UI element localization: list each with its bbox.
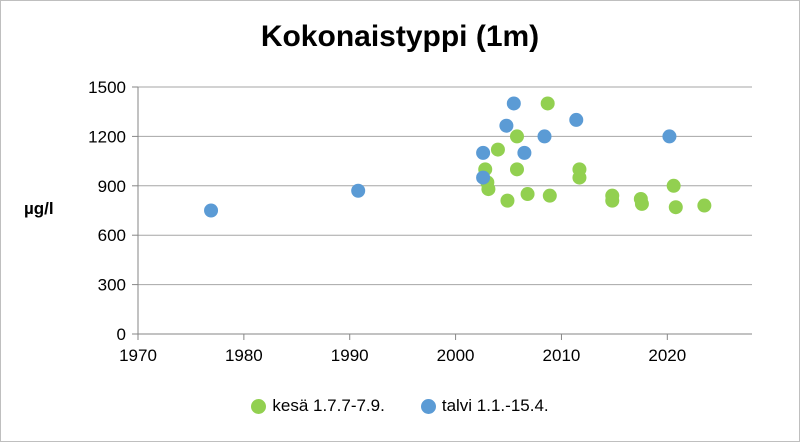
x-tick-label: 1990: [331, 346, 369, 365]
data-point-winter: [662, 129, 677, 144]
data-point-winter: [476, 170, 491, 185]
legend-item-summer: kesä 1.7.7-7.9.: [251, 396, 385, 416]
data-point-summer: [605, 193, 620, 208]
x-tick-label: 1970: [119, 346, 157, 365]
data-point-summer: [666, 178, 681, 193]
y-tick-label: 600: [98, 226, 126, 245]
data-point-summer: [509, 129, 524, 144]
x-tick-label: 2000: [437, 346, 475, 365]
data-point-summer: [542, 188, 557, 203]
data-point-summer: [481, 182, 496, 197]
data-point-summer: [500, 193, 515, 208]
data-point-summer: [668, 200, 683, 215]
data-point-summer: [490, 142, 505, 157]
legend-label-winter: talvi 1.1.-15.4.: [441, 396, 549, 415]
data-point-summer: [540, 96, 555, 111]
data-point-winter: [476, 145, 491, 160]
y-tick-label: 300: [98, 276, 126, 295]
data-point-summer: [572, 170, 587, 185]
y-axis-label: µg/l: [24, 199, 54, 218]
y-tick-label: 0: [117, 325, 126, 344]
y-tick-label: 1200: [88, 127, 126, 146]
chart-legend: kesä 1.7.7-7.9. talvi 1.1.-15.4.: [0, 396, 800, 416]
x-tick-label: 1980: [225, 346, 263, 365]
chart-title: Kokonaistyppi (1m): [260, 20, 540, 53]
data-point-winter: [499, 118, 514, 133]
data-point-winter: [517, 145, 532, 160]
y-tick-label: 1500: [88, 78, 126, 97]
data-point-winter: [204, 203, 219, 218]
legend-item-winter: talvi 1.1.-15.4.: [420, 396, 549, 416]
data-point-winter: [569, 112, 584, 127]
data-point-winter: [506, 96, 521, 111]
x-tick-label: 2010: [543, 346, 581, 365]
data-point-winter: [351, 183, 366, 198]
legend-marker-summer: [251, 398, 267, 414]
data-point-summer: [634, 196, 649, 211]
legend-marker-winter: [420, 398, 436, 414]
data-point-summer: [697, 198, 712, 213]
data-point-winter: [537, 129, 552, 144]
y-tick-label: 900: [98, 177, 126, 196]
x-tick-label: 2020: [648, 346, 686, 365]
data-point-summer: [520, 187, 535, 202]
legend-label-summer: kesä 1.7.7-7.9.: [272, 396, 385, 415]
data-point-summer: [509, 162, 524, 177]
